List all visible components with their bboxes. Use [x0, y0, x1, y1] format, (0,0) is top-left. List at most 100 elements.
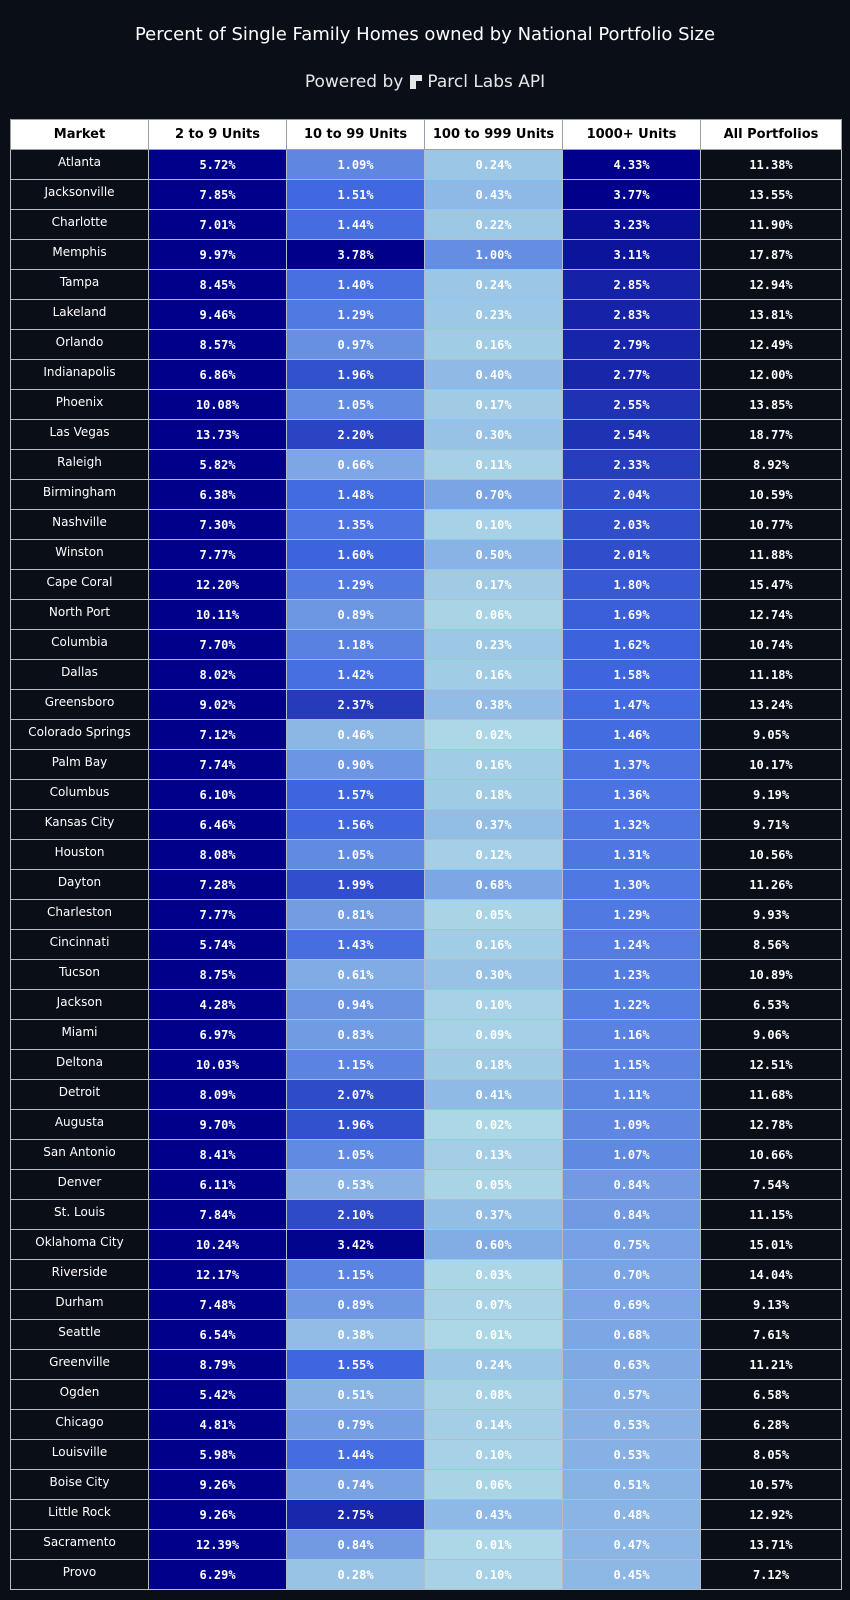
heatmap-cell: 0.18% [425, 1050, 563, 1080]
heatmap-cell: 0.16% [425, 750, 563, 780]
all-portfolios-value: 9.06% [701, 1020, 842, 1050]
heatmap-cell: 8.79% [149, 1350, 287, 1380]
all-portfolios-value: 12.74% [701, 600, 842, 630]
table-row: North Port 10.11% 0.89% 0.06% 1.69% 12.74% [11, 600, 842, 630]
heatmap-cell: 1.56% [287, 810, 425, 840]
heatmap-cell: 10.08% [149, 390, 287, 420]
heatmap-cell: 7.77% [149, 900, 287, 930]
heatmap-cell: 0.23% [425, 300, 563, 330]
market-name: Jacksonville [11, 180, 149, 210]
heatmap-cell: 1.29% [287, 300, 425, 330]
heatmap-cell: 0.60% [425, 1230, 563, 1260]
heatmap-cell: 0.70% [563, 1260, 701, 1290]
table-row: Jacksonville 7.85% 1.51% 0.43% 3.77% 13.55% [11, 180, 842, 210]
table-row: Denver 6.11% 0.53% 0.05% 0.84% 7.54% [11, 1170, 842, 1200]
heatmap-cell: 0.37% [425, 810, 563, 840]
heatmap-cell: 0.47% [563, 1530, 701, 1560]
all-portfolios-value: 15.47% [701, 570, 842, 600]
heatmap-cell: 10.11% [149, 600, 287, 630]
heatmap-cell: 0.89% [287, 1290, 425, 1320]
heatmap-cell: 1.44% [287, 210, 425, 240]
heatmap-cell: 6.46% [149, 810, 287, 840]
heatmap-cell: 8.41% [149, 1140, 287, 1170]
all-portfolios-value: 12.92% [701, 1500, 842, 1530]
table-row: Birmingham 6.38% 1.48% 0.70% 2.04% 10.59% [11, 480, 842, 510]
heatmap-cell: 0.10% [425, 990, 563, 1020]
heatmap-cell: 0.17% [425, 570, 563, 600]
table-row: Miami 6.97% 0.83% 0.09% 1.16% 9.06% [11, 1020, 842, 1050]
all-portfolios-value: 11.90% [701, 210, 842, 240]
heatmap-cell: 1.35% [287, 510, 425, 540]
heatmap-cell: 0.61% [287, 960, 425, 990]
heatmap-cell: 0.06% [425, 1470, 563, 1500]
heatmap-cell: 0.05% [425, 1170, 563, 1200]
table-row: Provo 6.29% 0.28% 0.10% 0.45% 7.12% [11, 1560, 842, 1590]
market-name: Raleigh [11, 450, 149, 480]
market-name: Greenville [11, 1350, 149, 1380]
table-row: Louisville 5.98% 1.44% 0.10% 0.53% 8.05% [11, 1440, 842, 1470]
heatmap-cell: 0.37% [425, 1200, 563, 1230]
market-name: Chicago [11, 1410, 149, 1440]
heatmap-cell: 5.42% [149, 1380, 287, 1410]
heatmap-cell: 0.90% [287, 750, 425, 780]
heatmap-cell: 2.04% [563, 480, 701, 510]
table-row: Oklahoma City 10.24% 3.42% 0.60% 0.75% 15.01% [11, 1230, 842, 1260]
heatmap-cell: 10.03% [149, 1050, 287, 1080]
market-name: Colorado Springs [11, 720, 149, 750]
table-row: Winston 7.77% 1.60% 0.50% 2.01% 11.88% [11, 540, 842, 570]
heatmap-cell: 0.53% [563, 1410, 701, 1440]
heatmap-cell: 1.15% [287, 1260, 425, 1290]
table-row: Colorado Springs 7.12% 0.46% 0.02% 1.46% 9.05… [11, 720, 842, 750]
heatmap-cell: 0.24% [425, 150, 563, 180]
heatmap-cell: 0.17% [425, 390, 563, 420]
heatmap-cell: 5.72% [149, 150, 287, 180]
heatmap-cell: 0.74% [287, 1470, 425, 1500]
market-name: Miami [11, 1020, 149, 1050]
table-row: Tucson 8.75% 0.61% 0.30% 1.23% 10.89% [11, 960, 842, 990]
heatmap-cell: 0.46% [287, 720, 425, 750]
heatmap-cell: 2.79% [563, 330, 701, 360]
heatmap-cell: 0.70% [425, 480, 563, 510]
all-portfolios-value: 6.28% [701, 1410, 842, 1440]
heatmap-cell: 0.41% [425, 1080, 563, 1110]
heatmap-cell: 0.18% [425, 780, 563, 810]
all-portfolios-value: 10.66% [701, 1140, 842, 1170]
all-portfolios-value: 11.21% [701, 1350, 842, 1380]
heatmap-cell: 7.74% [149, 750, 287, 780]
heatmap-cell: 0.30% [425, 420, 563, 450]
heatmap-cell: 12.39% [149, 1530, 287, 1560]
heatmap-cell: 3.77% [563, 180, 701, 210]
table-row: St. Louis 7.84% 2.10% 0.37% 0.84% 11.15% [11, 1200, 842, 1230]
heatmap-cell: 3.78% [287, 240, 425, 270]
heatmap-cell: 1.31% [563, 840, 701, 870]
heatmap-cell: 0.24% [425, 270, 563, 300]
market-name: Louisville [11, 1440, 149, 1470]
all-portfolios-value: 17.87% [701, 240, 842, 270]
heatmap-cell: 0.84% [563, 1200, 701, 1230]
table-row: Charlotte 7.01% 1.44% 0.22% 3.23% 11.90% [11, 210, 842, 240]
heatmap-cell: 4.81% [149, 1410, 287, 1440]
heatmap-cell: 1.32% [563, 810, 701, 840]
table-row: Greenville 8.79% 1.55% 0.24% 0.63% 11.21% [11, 1350, 842, 1380]
market-name: San Antonio [11, 1140, 149, 1170]
table-row: Jackson 4.28% 0.94% 0.10% 1.22% 6.53% [11, 990, 842, 1020]
heatmap-cell: 0.75% [563, 1230, 701, 1260]
heatmap-cell: 9.70% [149, 1110, 287, 1140]
table-row: Raleigh 5.82% 0.66% 0.11% 2.33% 8.92% [11, 450, 842, 480]
heatmap-cell: 7.30% [149, 510, 287, 540]
heatmap-cell: 0.69% [563, 1290, 701, 1320]
heatmap-cell: 0.43% [425, 1500, 563, 1530]
table-row: Little Rock 9.26% 2.75% 0.43% 0.48% 12.92% [11, 1500, 842, 1530]
heatmap-cell: 1.00% [425, 240, 563, 270]
heatmap-cell: 0.50% [425, 540, 563, 570]
portfolio-table: Market 2 to 9 Units 10 to 99 Units 100 t… [10, 119, 842, 1590]
market-name: Houston [11, 840, 149, 870]
table-row: Greensboro 9.02% 2.37% 0.38% 1.47% 13.24% [11, 690, 842, 720]
heatmap-cell: 9.46% [149, 300, 287, 330]
heatmap-cell: 2.10% [287, 1200, 425, 1230]
heatmap-cell: 6.38% [149, 480, 287, 510]
market-name: Phoenix [11, 390, 149, 420]
market-name: Durham [11, 1290, 149, 1320]
heatmap-cell: 2.33% [563, 450, 701, 480]
table-row: Cincinnati 5.74% 1.43% 0.16% 1.24% 8.56% [11, 930, 842, 960]
